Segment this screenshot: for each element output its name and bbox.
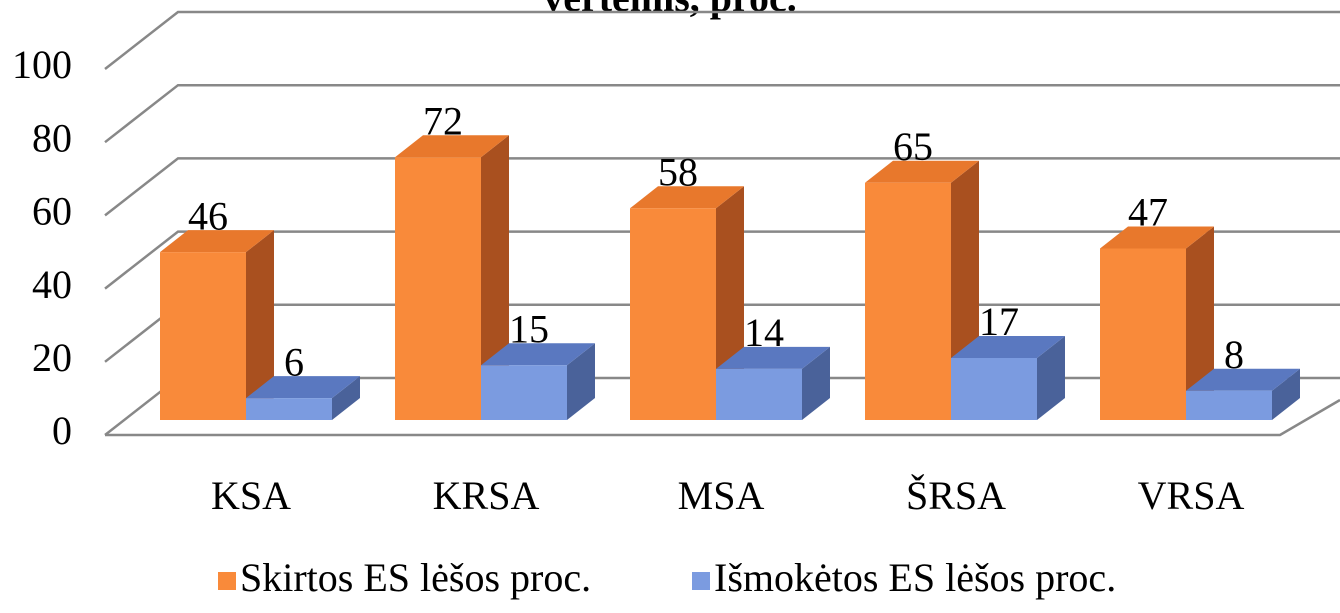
bar — [1100, 226, 1214, 420]
grid-line — [104, 83, 1340, 144]
legend-swatch — [218, 572, 236, 590]
value-label: 65 — [893, 124, 933, 169]
legend-label: Skirtos ES lėšos proc. — [240, 555, 591, 600]
y-tick-label: 60 — [32, 189, 72, 234]
value-label: 47 — [1128, 190, 1168, 235]
value-label: 6 — [284, 339, 304, 384]
bar — [1186, 368, 1300, 420]
floor-edge — [105, 398, 1340, 437]
x-tick-label: ŠRSA — [906, 473, 1006, 518]
legend-swatch — [692, 572, 710, 590]
y-tick-label: 80 — [32, 115, 72, 160]
value-label: 14 — [744, 310, 784, 355]
value-label: 17 — [979, 299, 1019, 344]
chart-title: vertėmis, proc. — [543, 0, 797, 20]
bar — [160, 230, 274, 420]
bar — [395, 135, 509, 420]
x-tick-label: KSA — [211, 473, 291, 518]
y-tick-label: 40 — [32, 262, 72, 307]
y-tick-label: 100 — [12, 42, 72, 87]
value-label: 8 — [1224, 332, 1244, 377]
y-tick-label: 0 — [52, 408, 72, 453]
y-tick-label: 20 — [32, 335, 72, 380]
value-label: 58 — [658, 149, 698, 194]
x-tick-label: MSA — [678, 473, 765, 518]
bar — [951, 335, 1065, 420]
grid-line — [104, 157, 1340, 217]
value-label: 15 — [509, 306, 549, 351]
bar — [716, 346, 830, 420]
bar — [246, 376, 360, 420]
legend-label: Išmokėtos ES lėšos proc. — [714, 555, 1116, 600]
x-tick-label: VRSA — [1138, 473, 1245, 518]
value-label: 46 — [188, 193, 228, 238]
bar — [481, 343, 595, 420]
value-label: 72 — [423, 98, 463, 143]
x-tick-label: KRSA — [433, 473, 540, 518]
grid-line — [104, 10, 1340, 70]
